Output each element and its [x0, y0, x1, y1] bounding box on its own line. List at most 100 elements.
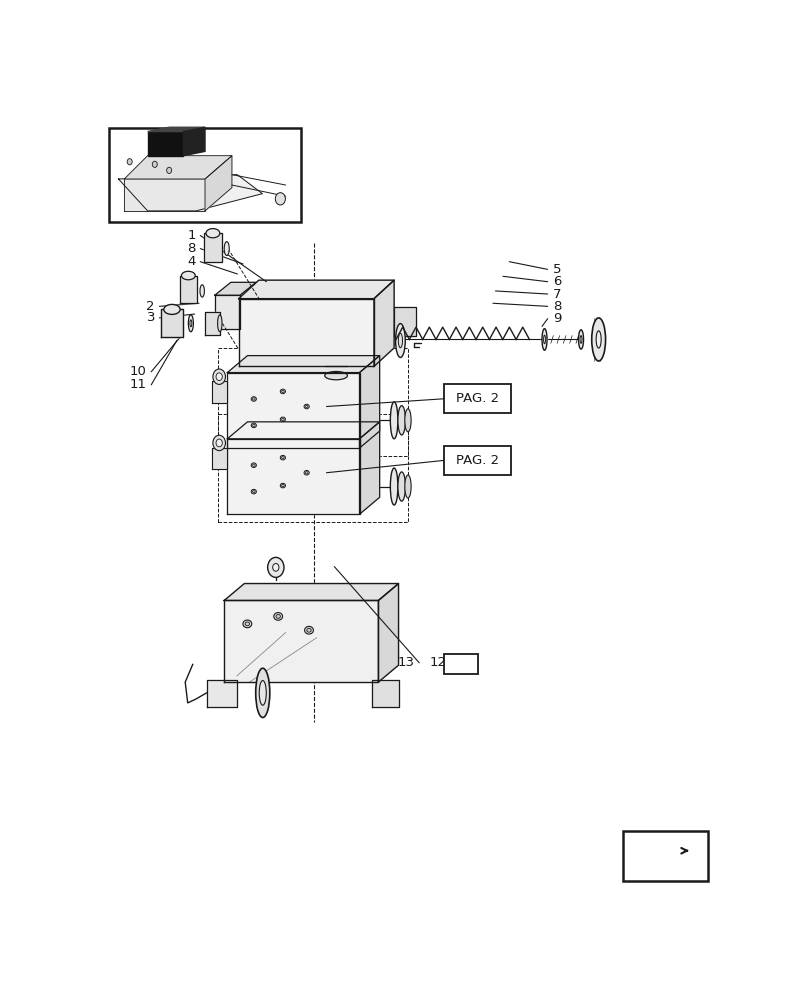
Text: 12: 12	[429, 656, 446, 669]
Polygon shape	[371, 680, 398, 707]
Text: 6: 6	[552, 275, 560, 288]
Polygon shape	[214, 282, 255, 295]
Ellipse shape	[542, 329, 547, 350]
Polygon shape	[161, 309, 183, 337]
Circle shape	[268, 557, 284, 577]
Ellipse shape	[259, 681, 266, 705]
Ellipse shape	[390, 468, 397, 505]
Ellipse shape	[280, 455, 285, 460]
Ellipse shape	[245, 622, 249, 626]
Ellipse shape	[281, 418, 284, 420]
Circle shape	[272, 564, 279, 571]
Ellipse shape	[273, 613, 282, 620]
Ellipse shape	[595, 331, 600, 348]
Polygon shape	[374, 280, 393, 366]
Polygon shape	[238, 299, 374, 366]
Ellipse shape	[305, 472, 307, 474]
Ellipse shape	[251, 397, 256, 401]
Polygon shape	[204, 156, 232, 211]
Ellipse shape	[397, 472, 405, 501]
Polygon shape	[148, 127, 204, 132]
Ellipse shape	[579, 336, 581, 343]
Bar	[444, 446, 511, 475]
Polygon shape	[204, 312, 220, 335]
Polygon shape	[238, 280, 393, 299]
Text: 8: 8	[552, 300, 560, 313]
Polygon shape	[212, 448, 227, 469]
Polygon shape	[227, 373, 359, 448]
Ellipse shape	[395, 324, 405, 357]
Polygon shape	[204, 233, 221, 262]
Bar	[109, 128, 301, 222]
Text: 9: 9	[552, 312, 560, 325]
Ellipse shape	[390, 402, 397, 439]
Polygon shape	[224, 600, 378, 682]
Ellipse shape	[591, 318, 605, 361]
Ellipse shape	[281, 484, 284, 487]
Polygon shape	[359, 356, 380, 448]
Bar	[217, 348, 407, 456]
Text: 3: 3	[146, 311, 155, 324]
Polygon shape	[227, 439, 359, 514]
Text: 2: 2	[146, 300, 155, 313]
Polygon shape	[212, 381, 227, 403]
Ellipse shape	[224, 242, 229, 256]
Polygon shape	[124, 179, 204, 211]
Ellipse shape	[305, 405, 307, 408]
Text: 13: 13	[397, 656, 414, 669]
Polygon shape	[118, 175, 262, 211]
Ellipse shape	[255, 668, 269, 718]
Circle shape	[166, 167, 171, 173]
Ellipse shape	[181, 271, 195, 280]
Circle shape	[216, 373, 222, 381]
Ellipse shape	[252, 490, 255, 493]
Circle shape	[212, 435, 225, 451]
Polygon shape	[179, 276, 197, 303]
Ellipse shape	[280, 417, 285, 422]
Ellipse shape	[303, 470, 309, 475]
Polygon shape	[324, 366, 347, 376]
Text: 4: 4	[187, 255, 195, 268]
Ellipse shape	[206, 229, 220, 238]
Ellipse shape	[304, 626, 313, 634]
Ellipse shape	[200, 285, 204, 297]
Circle shape	[127, 159, 132, 165]
Ellipse shape	[405, 409, 410, 432]
Bar	[444, 654, 477, 674]
Polygon shape	[214, 295, 240, 329]
Polygon shape	[378, 584, 398, 682]
Circle shape	[275, 193, 285, 205]
Bar	[444, 384, 511, 413]
Text: 5: 5	[552, 263, 560, 276]
Text: 10: 10	[130, 365, 147, 378]
Text: 11: 11	[130, 378, 147, 391]
Circle shape	[152, 161, 157, 167]
Polygon shape	[124, 156, 232, 179]
Bar	[622, 831, 706, 881]
Ellipse shape	[281, 457, 284, 459]
Ellipse shape	[164, 304, 180, 314]
Text: 7: 7	[552, 288, 560, 301]
Polygon shape	[224, 584, 398, 600]
Circle shape	[216, 439, 222, 447]
Text: 8: 8	[187, 242, 195, 255]
Ellipse shape	[307, 628, 311, 632]
Ellipse shape	[280, 483, 285, 488]
Ellipse shape	[398, 333, 402, 348]
Ellipse shape	[405, 475, 410, 498]
Ellipse shape	[190, 320, 191, 327]
Ellipse shape	[281, 390, 284, 393]
Polygon shape	[183, 127, 204, 156]
Ellipse shape	[217, 315, 221, 332]
Ellipse shape	[303, 404, 309, 409]
Ellipse shape	[252, 398, 255, 400]
Ellipse shape	[276, 614, 280, 618]
Polygon shape	[359, 422, 380, 514]
Polygon shape	[393, 307, 416, 336]
Ellipse shape	[188, 315, 193, 332]
Polygon shape	[227, 422, 380, 439]
Ellipse shape	[324, 371, 347, 380]
Ellipse shape	[242, 620, 251, 628]
Text: 1: 1	[187, 229, 195, 242]
Circle shape	[212, 369, 225, 384]
